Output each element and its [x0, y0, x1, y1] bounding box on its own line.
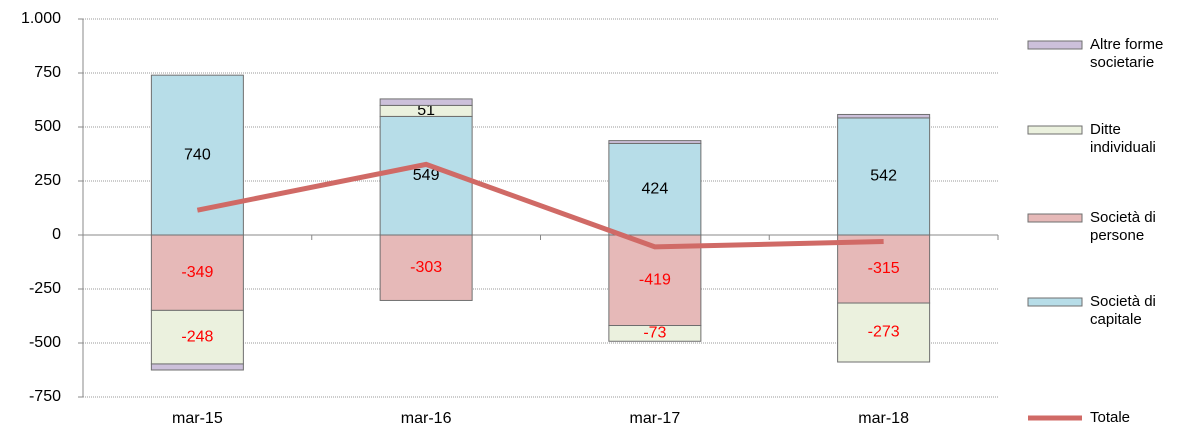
bar-segment [150, 363, 244, 371]
y-tick-label: 250 [34, 172, 61, 189]
y-tick-label: 500 [34, 118, 61, 135]
data-label: 424 [642, 180, 669, 197]
bar-segment [379, 234, 473, 301]
bar-segment [150, 309, 244, 365]
data-label: 740 [184, 146, 211, 163]
data-label: 51 [417, 102, 435, 119]
y-tick-label: -250 [29, 280, 61, 297]
data-label: -73 [643, 325, 666, 342]
data-label: 542 [870, 168, 897, 185]
legend-label: Totale [1090, 409, 1131, 426]
y-tick-label: 750 [34, 64, 61, 81]
legend-label: Società di persone [1090, 209, 1156, 244]
legend-swatch [1027, 297, 1083, 307]
x-tick-label: mar-18 [858, 410, 909, 427]
data-label: -315 [868, 260, 900, 277]
bar-segment [837, 234, 931, 304]
y-tick-label: 0 [52, 226, 61, 243]
legend-swatch [1027, 125, 1083, 135]
data-label: 549 [413, 167, 440, 184]
data-label: -273 [868, 324, 900, 341]
bar-segment [608, 140, 702, 144]
data-label: -419 [639, 271, 671, 288]
bar-segment [837, 302, 931, 363]
data-label: -248 [181, 328, 213, 345]
bar-segment [837, 113, 931, 119]
x-tick-label: mar-15 [172, 410, 223, 427]
bar-segment [150, 234, 244, 311]
legend-label: Società di capitale [1090, 293, 1156, 328]
x-tick-label: mar-17 [630, 410, 681, 427]
data-label: -349 [181, 264, 213, 281]
legend-swatch [1027, 40, 1083, 50]
legend-swatch [1027, 213, 1083, 223]
legend-label: Ditte individuali [1090, 121, 1156, 156]
legend-label: Altre forme societarie [1090, 36, 1164, 71]
total-line [196, 161, 884, 250]
bar-segment [608, 234, 702, 327]
x-tick-label: mar-16 [401, 410, 452, 427]
bar-segment [608, 325, 702, 342]
bar-segment [379, 98, 473, 106]
data-label: -303 [410, 259, 442, 276]
y-tick-label: -750 [29, 388, 61, 405]
bar-segment [837, 117, 931, 236]
y-tick-label: -500 [29, 334, 61, 351]
y-tick-label: 1.000 [21, 10, 61, 27]
